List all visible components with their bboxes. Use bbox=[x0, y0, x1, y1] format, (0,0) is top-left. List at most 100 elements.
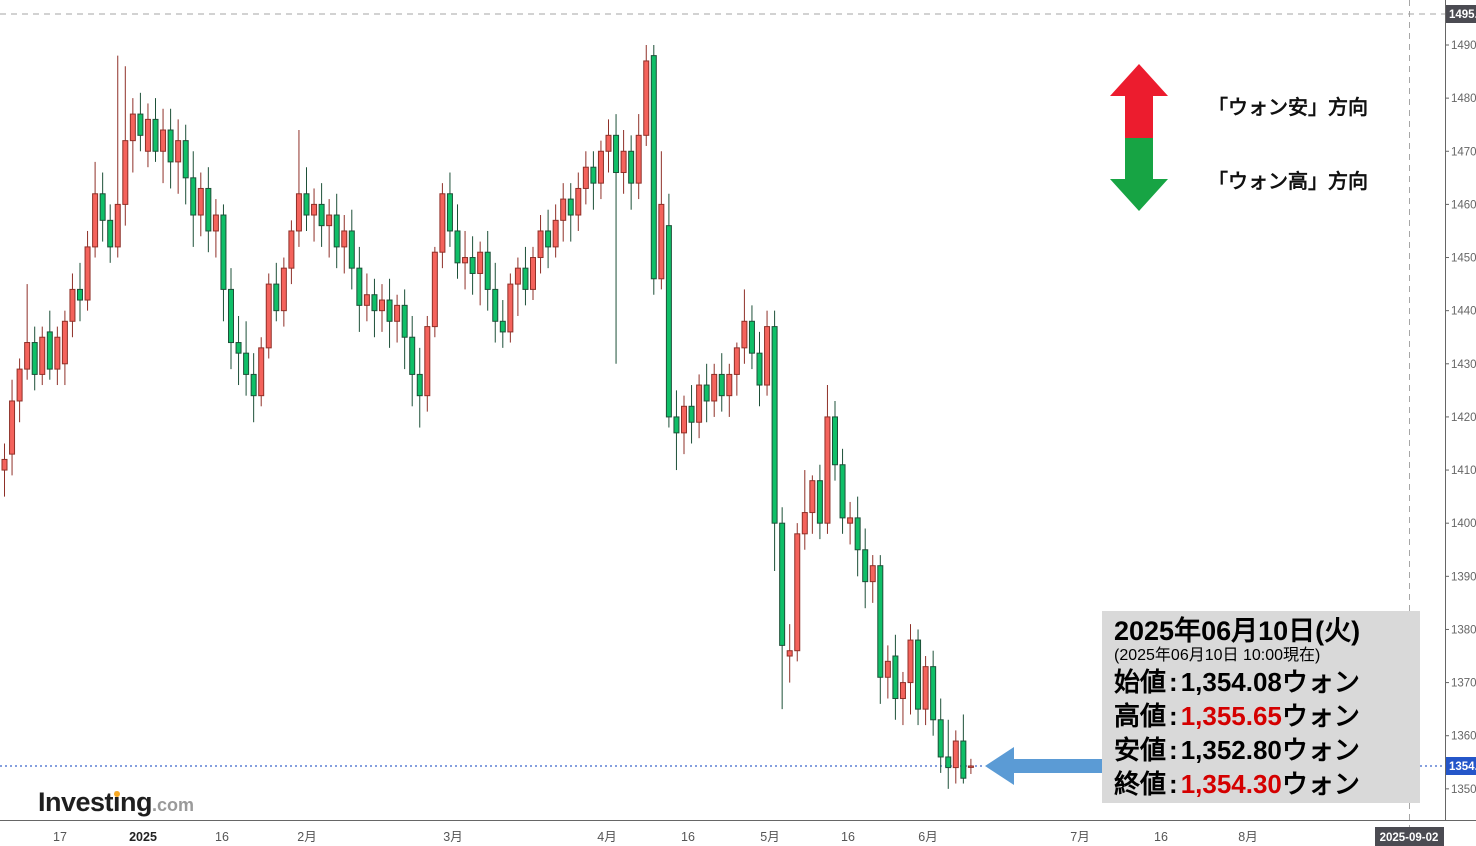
candle-body bbox=[658, 203, 665, 280]
candle-body bbox=[824, 416, 831, 524]
candle-body bbox=[847, 517, 854, 524]
candle-body bbox=[190, 177, 197, 216]
candle-body bbox=[711, 373, 718, 402]
candle-body bbox=[718, 373, 725, 397]
candle-body bbox=[937, 719, 944, 758]
candle-body bbox=[786, 650, 793, 657]
candle-body bbox=[673, 416, 680, 434]
candle-body bbox=[665, 225, 672, 418]
candle-body bbox=[356, 267, 363, 306]
candle-body bbox=[386, 299, 393, 322]
candle-body bbox=[24, 342, 31, 370]
candle-body bbox=[620, 150, 627, 174]
candle-body bbox=[643, 60, 650, 136]
candle-body bbox=[295, 193, 302, 232]
x-axis-label: 16 bbox=[681, 830, 695, 844]
candle-body bbox=[484, 251, 491, 290]
candle-body bbox=[560, 198, 567, 221]
candle-body bbox=[575, 187, 582, 216]
candle-body bbox=[39, 336, 46, 375]
candle-body bbox=[99, 193, 106, 221]
candle-body bbox=[129, 113, 136, 142]
info-row-unit: ウォン bbox=[1281, 667, 1360, 697]
won-weak-arrow-shaft bbox=[1125, 96, 1153, 138]
candle-body bbox=[703, 384, 710, 402]
y-tick-label: 1420. bbox=[1451, 412, 1476, 424]
candle-body bbox=[333, 214, 340, 248]
candle-body bbox=[779, 522, 786, 646]
candle-body bbox=[748, 320, 755, 354]
y-tick-label: 1440. bbox=[1451, 306, 1476, 318]
candle-body bbox=[280, 267, 287, 312]
quote-ohlc-rows: 始値:1,354.08ウォン 高値:1,355.65ウォン 安値:1,352.80ウ… bbox=[1114, 665, 1420, 801]
candle-body bbox=[212, 214, 219, 232]
quote-date-title: 2025年06月10日(火) bbox=[1114, 616, 1361, 646]
x-axis-label: 16 bbox=[215, 830, 229, 844]
won-weak-direction-label: 「ウォン安」方向 bbox=[1208, 97, 1368, 119]
candle-body bbox=[379, 299, 385, 312]
y-tick-label: 1490. bbox=[1451, 40, 1476, 52]
x-axis-label: 16 bbox=[841, 830, 855, 844]
x-axis-label: 2月 bbox=[297, 830, 316, 844]
candle-body bbox=[416, 373, 423, 397]
candle-body bbox=[61, 320, 68, 365]
y-tick-label: 1480. bbox=[1451, 93, 1476, 105]
won-strong-down-arrow-icon bbox=[1110, 179, 1168, 211]
candle-body bbox=[401, 304, 408, 338]
direction-legend: 「ウォン安」方向 「ウォン高」方向 bbox=[1100, 60, 1430, 220]
logo-text: Investing bbox=[38, 787, 153, 817]
crosshair-price-badge-label: 1495. bbox=[1449, 9, 1476, 21]
candle-body bbox=[930, 666, 937, 721]
candle-body bbox=[960, 740, 967, 779]
y-tick-label: 1410. bbox=[1451, 465, 1476, 477]
candle-body bbox=[311, 203, 318, 216]
candle-body bbox=[869, 565, 876, 583]
info-row-label: 高値 bbox=[1114, 701, 1167, 731]
candle-body bbox=[567, 198, 574, 216]
candle-body bbox=[590, 166, 597, 184]
candle-body bbox=[220, 214, 227, 290]
candle-body bbox=[952, 740, 959, 769]
crosshair-date-badge bbox=[1375, 827, 1444, 846]
candle-body bbox=[363, 294, 370, 306]
candle-body bbox=[477, 251, 484, 274]
candle-body bbox=[424, 326, 431, 397]
info-row: 終値:1,354.30ウォン bbox=[1114, 769, 1360, 799]
candle-body bbox=[439, 193, 446, 253]
candle-body bbox=[258, 347, 265, 397]
candle-body bbox=[326, 214, 333, 227]
info-row-value: 1,354.08 bbox=[1180, 667, 1282, 697]
info-row-label: 安値 bbox=[1114, 735, 1167, 765]
candle-body bbox=[243, 352, 250, 375]
candle-body bbox=[839, 464, 846, 519]
candle-body bbox=[922, 666, 929, 710]
candle-body bbox=[507, 283, 514, 333]
info-row-value: 1,354.30 bbox=[1180, 769, 1282, 799]
last-price-badge bbox=[1446, 757, 1476, 775]
last-price-badge-label: 1354. bbox=[1449, 761, 1476, 773]
y-tick-label: 1450. bbox=[1451, 253, 1476, 265]
candle-body bbox=[605, 134, 612, 152]
x-axis-label: 5月 bbox=[760, 830, 779, 844]
info-row-label: 終値 bbox=[1114, 769, 1167, 799]
candle-body bbox=[884, 660, 891, 678]
candle-body bbox=[945, 756, 952, 769]
candle-body bbox=[446, 193, 453, 232]
won-strong-direction-label: 「ウォン高」方向 bbox=[1208, 171, 1368, 193]
y-tick-label: 1430. bbox=[1451, 359, 1476, 371]
candle-body bbox=[84, 246, 91, 301]
x-axis-label: 3月 bbox=[443, 830, 462, 844]
candle-body bbox=[469, 257, 476, 274]
candle-body bbox=[137, 113, 144, 136]
x-axis-label: 4月 bbox=[597, 830, 616, 844]
info-row-value: 1,355.65 bbox=[1180, 701, 1282, 731]
candle-body bbox=[462, 257, 469, 264]
y-tick-label: 1470. bbox=[1451, 146, 1476, 158]
candle-body bbox=[492, 288, 499, 322]
candle-body bbox=[69, 288, 76, 322]
info-row-unit: ウォン bbox=[1281, 769, 1360, 799]
candle-body bbox=[613, 134, 620, 174]
candle-body bbox=[545, 230, 552, 248]
candle-body bbox=[733, 347, 740, 375]
